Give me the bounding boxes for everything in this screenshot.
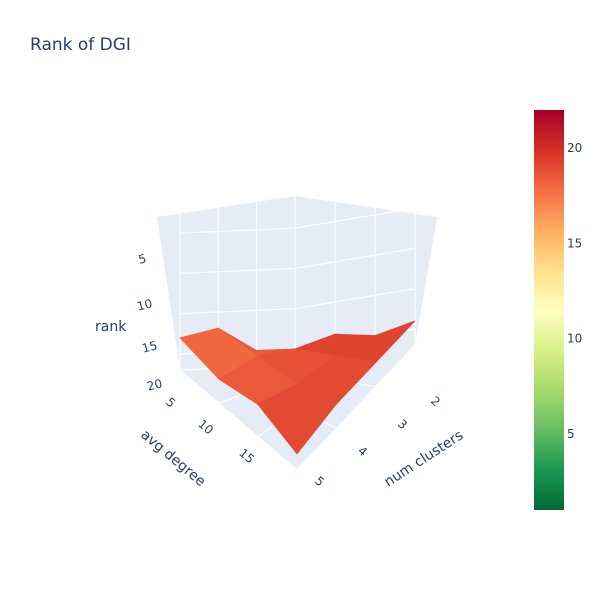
y-tick-label: 10 xyxy=(195,417,216,438)
chart-title: Rank of DGI xyxy=(30,35,131,55)
x-axis-title: num clusters xyxy=(381,428,466,491)
colorbar xyxy=(534,110,564,510)
surface-plot xyxy=(179,320,416,455)
z-tick-labels: 5 10 15 20 xyxy=(136,251,164,393)
grid-line xyxy=(179,227,296,234)
x-tick-label: 5 xyxy=(312,474,327,490)
scene-wall-right xyxy=(295,196,437,365)
colorbar-tick-label: 10 xyxy=(567,332,582,346)
grid-line xyxy=(294,288,416,310)
surface-patch xyxy=(257,383,337,455)
grid-line xyxy=(179,308,296,315)
z-tick-label: 5 xyxy=(137,251,148,266)
z-tick-label: 20 xyxy=(146,376,164,393)
z-tick-label: 15 xyxy=(141,338,159,355)
colorbar-tick-label: 5 xyxy=(567,427,575,441)
y-tick-label: 15 xyxy=(236,446,257,467)
colorbar-tick-label: 15 xyxy=(567,236,582,250)
scene-wall-left xyxy=(157,196,295,370)
grid-line xyxy=(294,207,416,229)
grid-line xyxy=(296,344,416,471)
grid-line xyxy=(179,369,298,471)
y-tick-label: 5 xyxy=(163,395,178,411)
x-tick-label: 4 xyxy=(355,444,370,460)
grid-line xyxy=(179,267,296,275)
grid-line xyxy=(294,247,416,270)
colorbar-ticks: 5 10 15 20 xyxy=(567,141,582,441)
z-tick-label: 10 xyxy=(136,296,154,313)
y-axis-title: avg degree xyxy=(137,427,208,490)
z-axis-title: rank xyxy=(95,319,127,335)
x-tick-label: 3 xyxy=(395,417,410,433)
x-tick-label: 2 xyxy=(428,394,443,410)
colorbar-tick-label: 20 xyxy=(567,141,582,155)
